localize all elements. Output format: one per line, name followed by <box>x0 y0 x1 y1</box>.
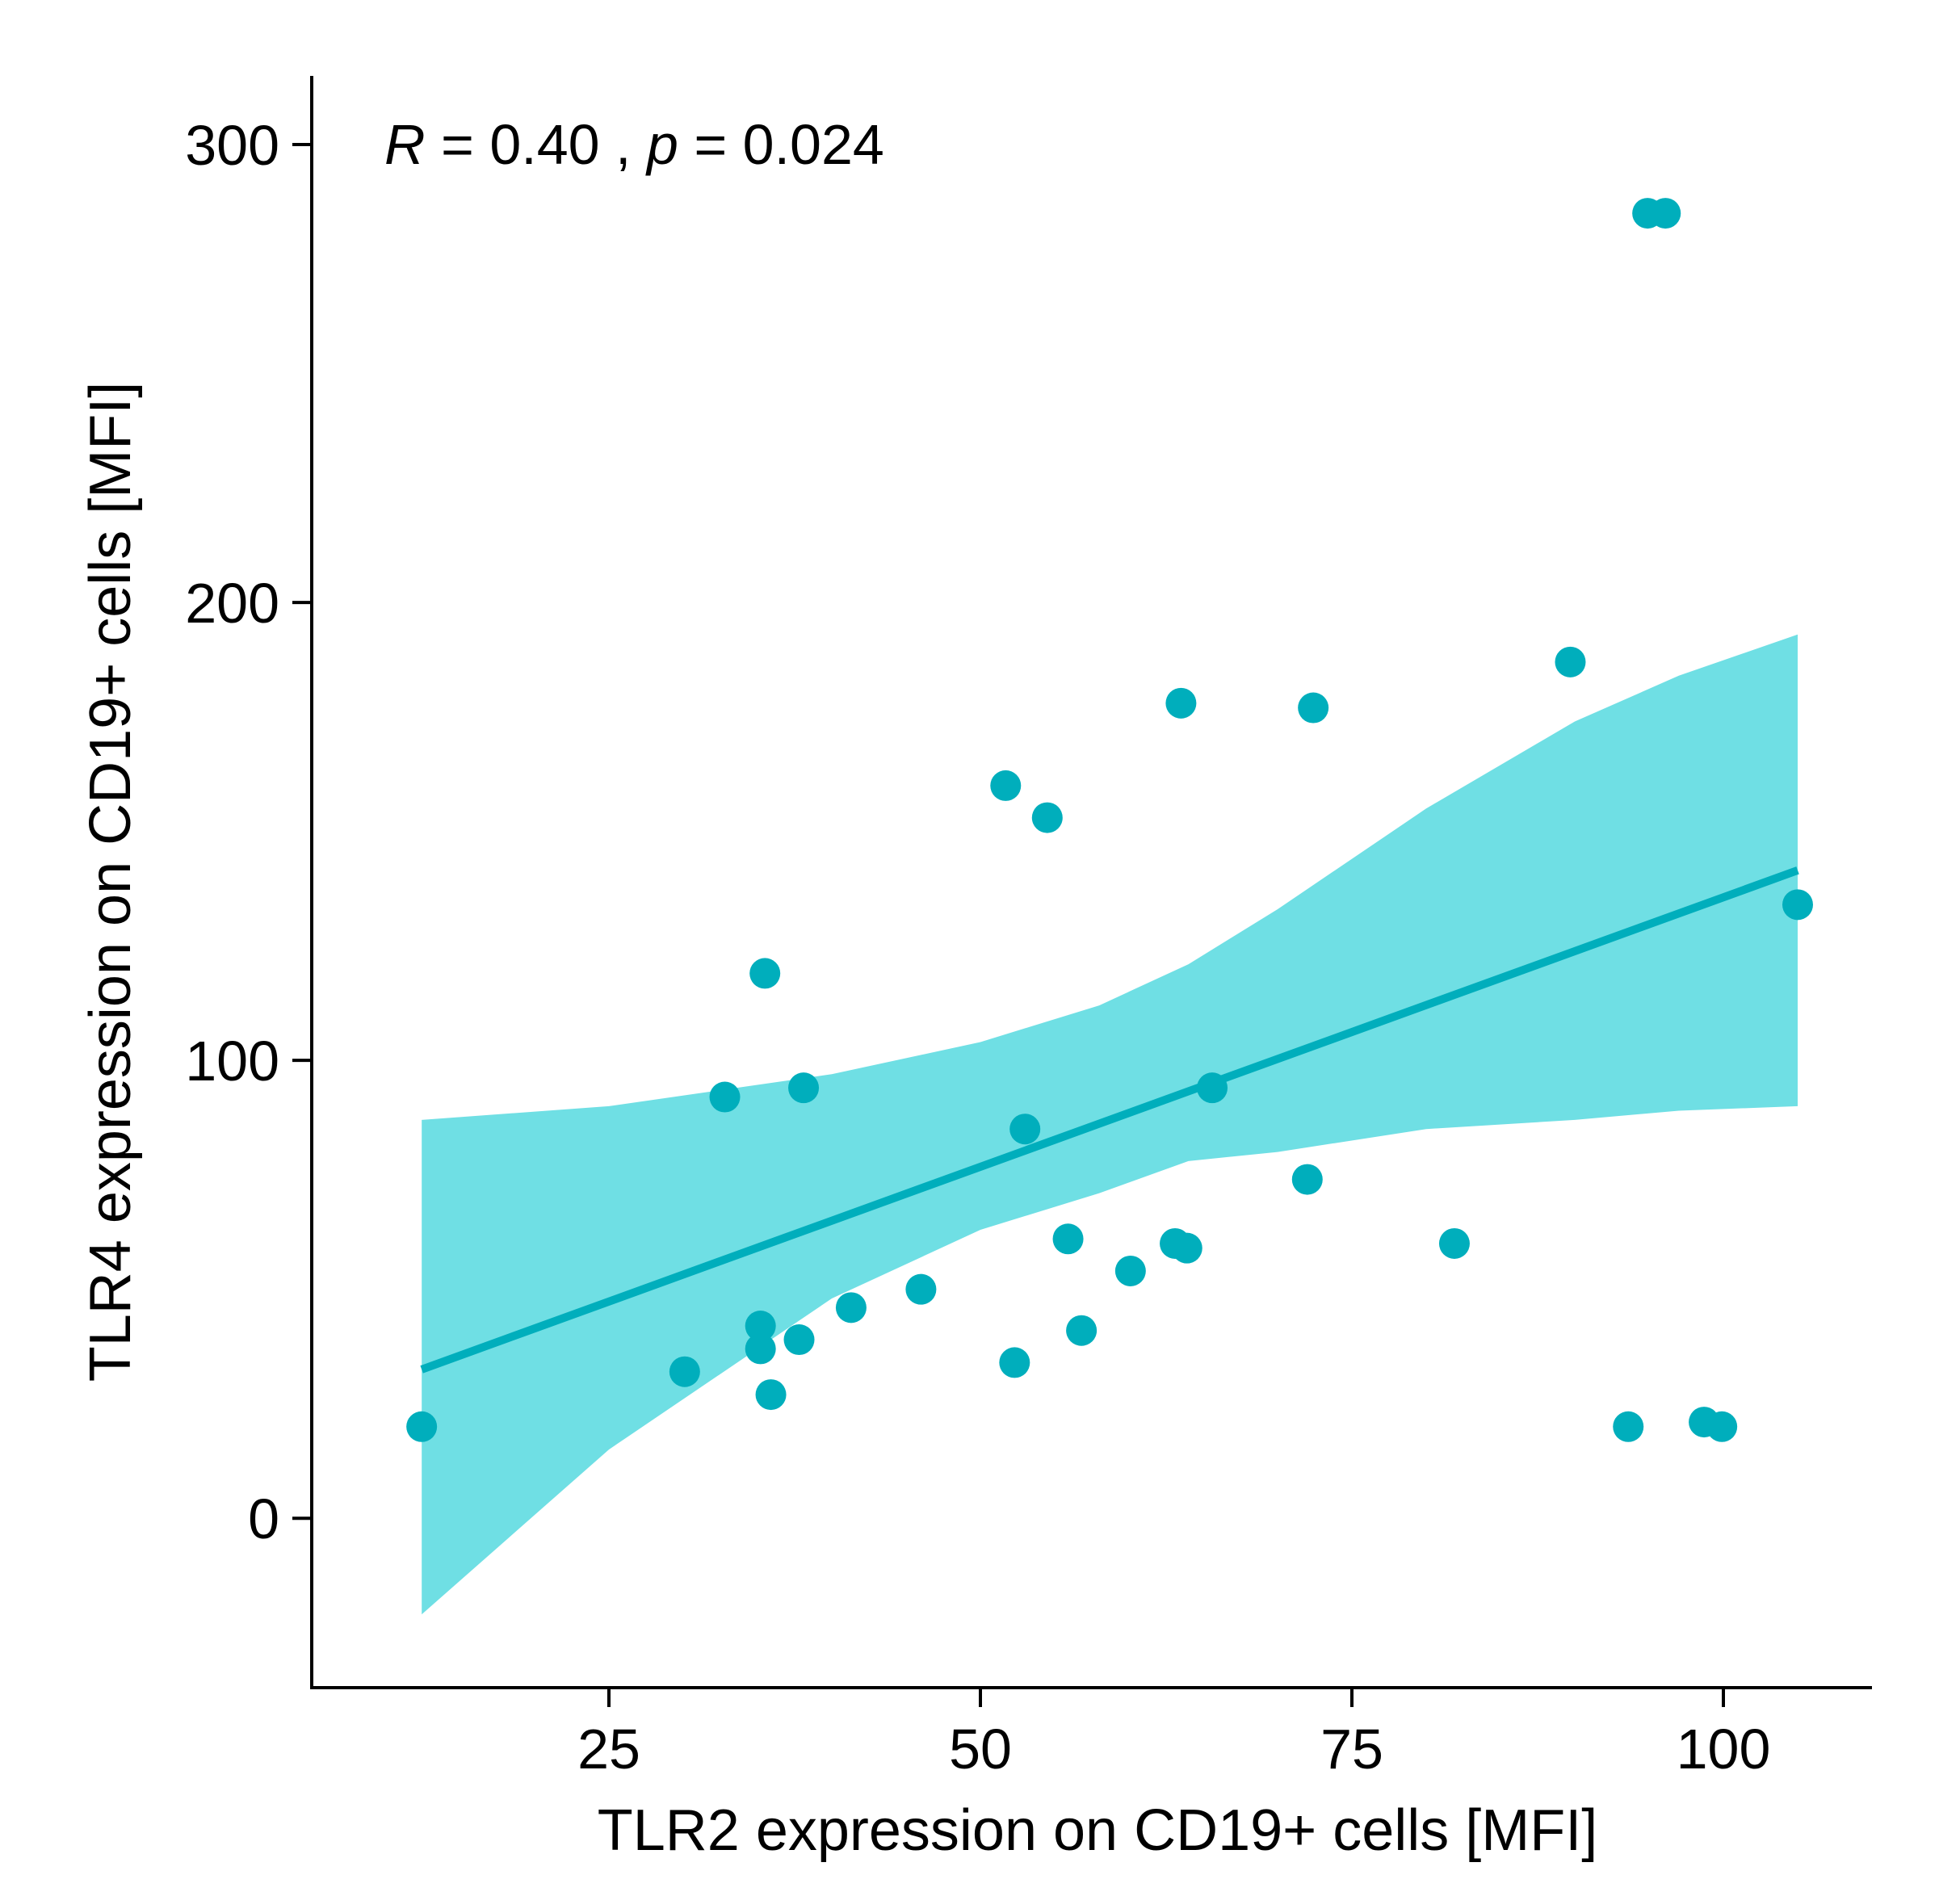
regression-line <box>420 866 1799 1374</box>
data-point <box>745 1311 776 1342</box>
p-value: = 0.024 <box>678 113 884 176</box>
data-point <box>1197 1072 1228 1104</box>
data-point <box>709 1081 741 1113</box>
fit-line-layer <box>420 866 1799 1374</box>
data-point <box>835 1292 867 1323</box>
data-point <box>1613 1411 1644 1442</box>
x-tick-label: 75 <box>1320 1718 1383 1781</box>
data-point <box>755 1379 787 1411</box>
data-point <box>1291 1164 1323 1195</box>
y-axis-label: TLR4 expression on CD19+ cells [MFI] <box>78 382 143 1382</box>
points-layer <box>406 198 1813 1442</box>
data-point <box>1650 198 1681 229</box>
data-point <box>905 1273 937 1305</box>
data-point <box>1298 692 1329 724</box>
r-symbol: R <box>384 113 426 176</box>
data-point <box>1706 1411 1738 1442</box>
data-point <box>990 770 1022 801</box>
data-point <box>669 1356 700 1387</box>
data-point <box>1555 646 1586 677</box>
y-tick-label: 200 <box>185 572 279 635</box>
data-point <box>1031 802 1063 833</box>
data-point <box>783 1324 815 1356</box>
data-point <box>1066 1315 1098 1346</box>
data-point <box>1114 1255 1146 1286</box>
data-point <box>749 958 781 989</box>
x-tick-label: 25 <box>577 1718 640 1781</box>
correlation-annotation: R = 0.40 , p = 0.024 <box>384 113 884 176</box>
y-tick-label: 0 <box>248 1487 279 1550</box>
data-point <box>999 1347 1030 1378</box>
data-point <box>1171 1232 1202 1264</box>
data-point <box>745 1333 776 1365</box>
data-point <box>1009 1114 1041 1145</box>
data-point <box>406 1411 438 1442</box>
y-tick-label: 100 <box>185 1030 279 1093</box>
axes <box>310 76 1872 1689</box>
x-tick-label: 50 <box>949 1718 1012 1781</box>
data-point <box>1165 687 1197 719</box>
r-value: = 0.40 , <box>426 113 647 176</box>
confidence-band <box>422 634 1798 1615</box>
data-point <box>788 1072 820 1104</box>
data-point <box>1052 1223 1084 1255</box>
y-tick-label: 300 <box>185 114 279 177</box>
x-tick-label: 100 <box>1677 1718 1771 1781</box>
tick-layer: 25 50 75 100 0 100 200 300 <box>185 114 1770 1781</box>
data-point <box>1782 889 1813 921</box>
data-point <box>1438 1227 1470 1259</box>
confidence-band-layer <box>422 634 1798 1615</box>
x-axis-label: TLR2 expression on CD19+ cells [MFI] <box>598 1798 1597 1863</box>
p-symbol: p <box>645 113 678 176</box>
